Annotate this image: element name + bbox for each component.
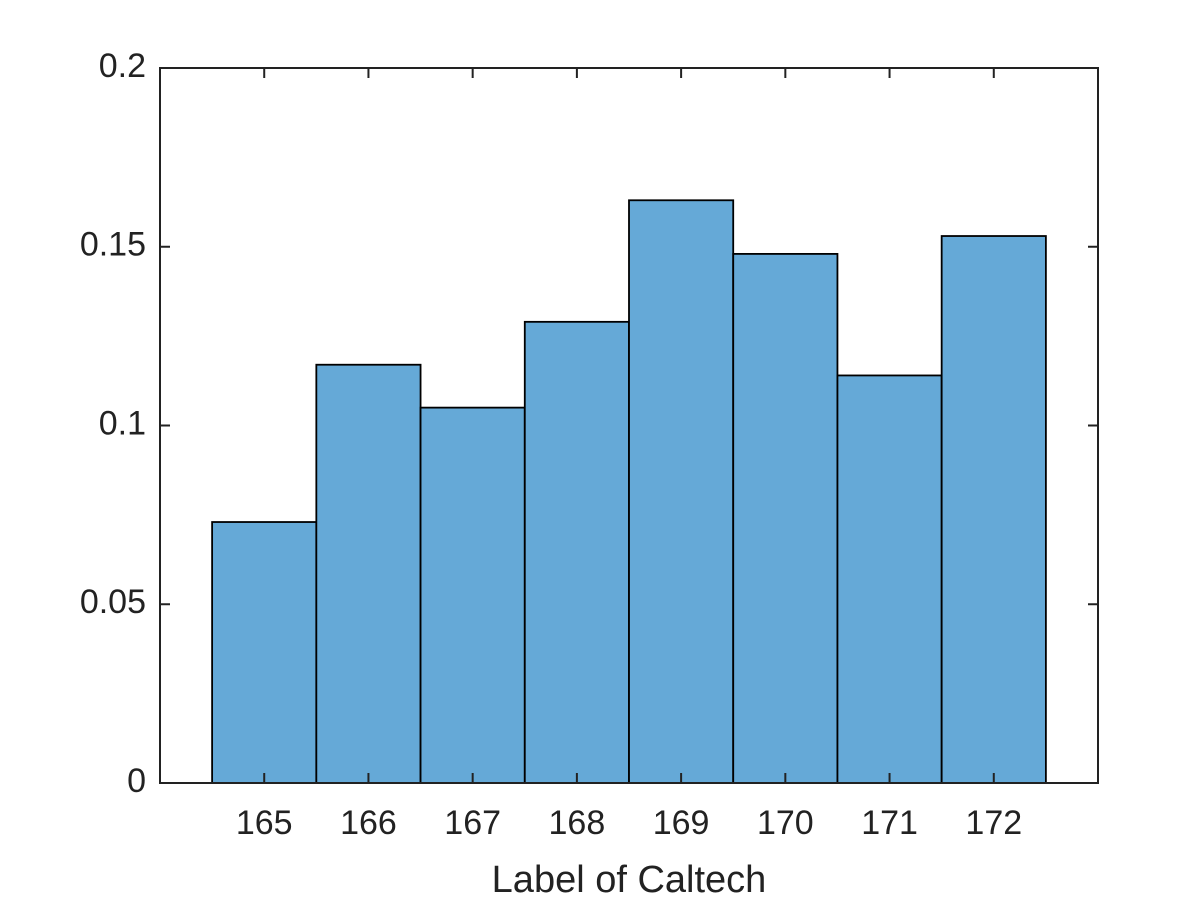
y-tick-label: 0 (127, 762, 146, 800)
bar (523, 320, 630, 784)
x-tick-label: 171 (861, 804, 918, 842)
y-tick-label: 0.05 (80, 583, 146, 621)
x-tick-label: 170 (757, 804, 814, 842)
bar (315, 363, 422, 784)
bar (732, 252, 839, 784)
y-tick-label: 0.15 (80, 226, 146, 264)
bar (940, 235, 1047, 784)
bar (628, 199, 735, 784)
x-axis-label: Label of Caltech (492, 859, 767, 901)
x-tick-label: 172 (965, 804, 1022, 842)
x-tick-label: 168 (549, 804, 606, 842)
x-tick-label: 167 (444, 804, 501, 842)
x-tick-label: 165 (236, 804, 293, 842)
x-tick-label: 166 (340, 804, 397, 842)
bar (419, 406, 526, 784)
bar (836, 374, 943, 784)
x-tick-label: 169 (653, 804, 710, 842)
bar (211, 521, 318, 784)
y-tick-label: 0.2 (99, 47, 146, 85)
y-tick-label: 0.1 (99, 404, 146, 442)
